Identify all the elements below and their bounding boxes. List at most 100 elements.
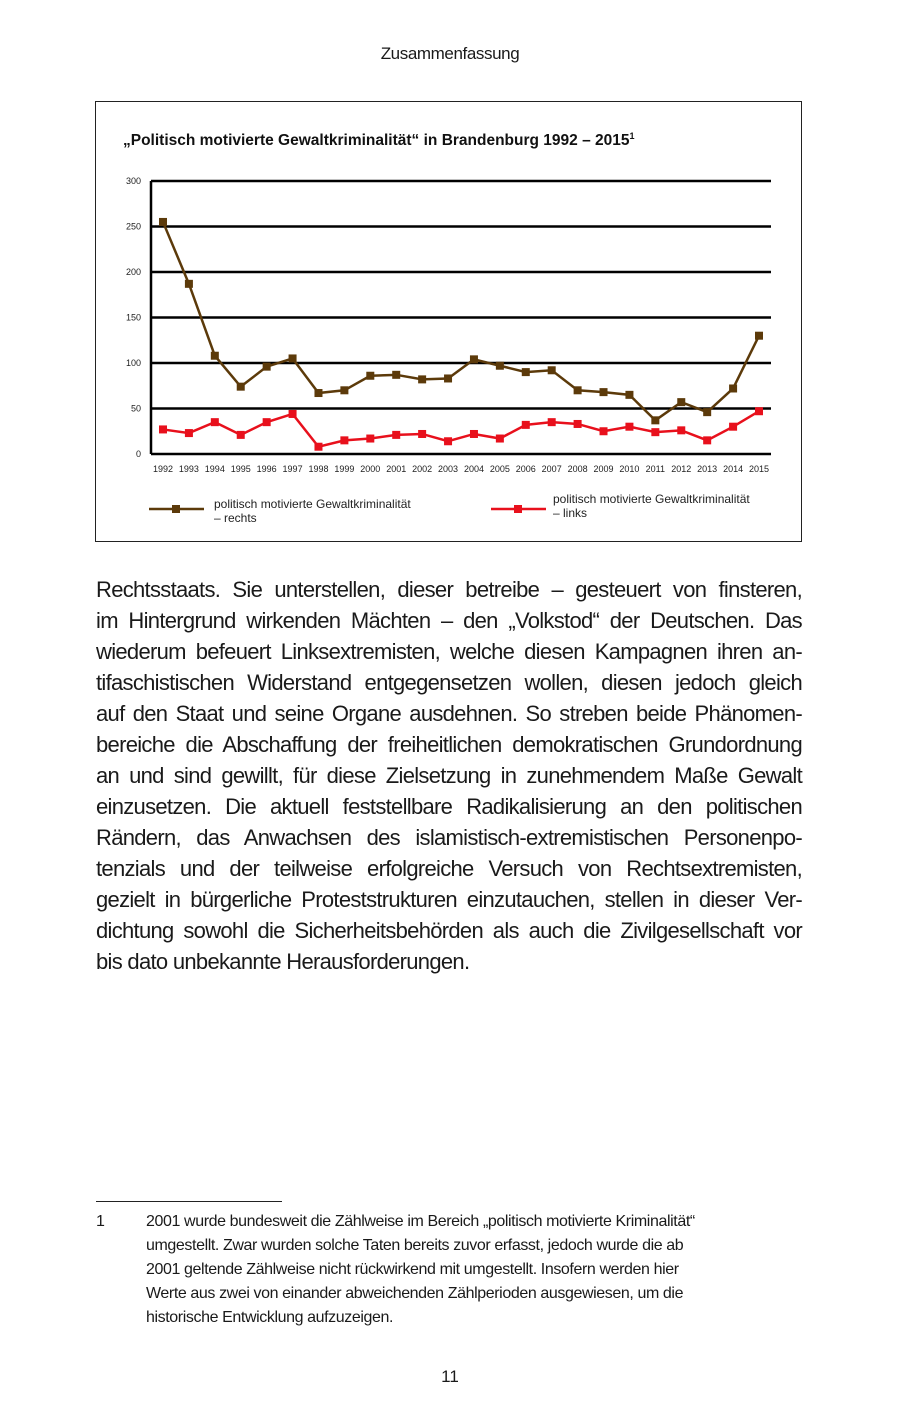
y-tick-label: 50 [131,404,141,414]
text-line: tifaschistischen Widerstand entgegensetz… [96,670,803,695]
data-point [418,429,427,438]
data-point [677,398,686,407]
y-tick-label: 250 [126,222,141,232]
text-line: bereiche die Abschaffung der freiheitlic… [96,732,803,757]
x-tick-label: 1995 [231,464,251,474]
text-line: Rechtsstaats. Sie unterstellen, dieser b… [96,577,803,602]
x-tick-label: 1994 [205,464,225,474]
text-line: bis dato unbekannte Herausforderungen. [96,949,470,974]
data-point [184,279,193,288]
data-point [677,426,686,435]
legend-marker [172,505,180,513]
data-point [444,374,453,383]
legend-label: – rechts [214,511,257,525]
data-point [392,370,401,379]
text-line: im Hintergrund wirkenden Mächten – den „… [96,608,803,633]
y-tick-label: 150 [126,313,141,323]
footnote-line: Werte aus zwei von einander abweichenden… [146,1285,684,1302]
legend-label: politisch motivierte Gewaltkriminalität [214,497,411,511]
line-chart: „Politisch motivierte Gewaltkriminalität… [123,131,771,525]
data-point [159,217,167,226]
x-tick-label: 2012 [671,464,691,474]
x-tick-label: 1996 [257,464,277,474]
data-point [495,434,504,443]
data-point [599,427,608,436]
footnote-line: 2001 geltende Zählweise nicht rückwirken… [146,1261,679,1278]
data-point [236,382,245,391]
series-line [161,221,761,422]
footnote-rule [96,1201,282,1202]
data-point [729,384,738,393]
data-point [340,436,349,445]
text-line: Rändern, das Anwachsen des islamistisch-… [96,825,803,850]
x-tick-label: 2010 [619,464,639,474]
x-tick-label: 2005 [490,464,510,474]
data-point [547,366,556,375]
x-tick-label: 2015 [749,464,769,474]
data-point [340,386,349,395]
data-point [521,368,530,377]
data-point [184,429,193,438]
text-line: wiederum befeuert Linksextremisten, welc… [96,639,803,664]
y-tick-label: 0 [136,449,141,459]
legend-label: politisch motivierte Gewaltkriminalität [553,492,750,506]
x-tick-label: 2008 [568,464,588,474]
footnote-line: umgestellt. Zwar wurden solche Taten ber… [146,1237,684,1254]
data-point [521,420,530,429]
data-point [651,416,660,425]
data-point [236,430,245,439]
data-point [314,442,323,451]
data-point [703,436,712,445]
x-tick-label: 2007 [542,464,562,474]
data-point [703,408,712,417]
footnote-number: 1 [96,1213,105,1230]
data-point [288,409,297,418]
data-point [469,429,478,438]
page-number: 11 [441,1367,459,1386]
y-tick-label: 200 [126,267,141,277]
body-paragraph: Rechtsstaats. Sie unterstellen, dieser b… [96,574,803,977]
data-point [469,355,478,364]
x-tick-label: 2004 [464,464,484,474]
x-tick-label: 2003 [438,464,458,474]
text-line: an und sind gewillt, für diese Zielsetzu… [96,763,803,788]
data-point [547,418,556,427]
x-tick-label: 1993 [179,464,199,474]
footnote-line: 2001 wurde bundesweit die Zählweise im B… [146,1213,695,1230]
x-tick-label: 1992 [153,464,173,474]
x-tick-label: 2009 [594,464,614,474]
data-point [625,390,634,399]
legend-marker [514,505,522,513]
text-line: auf den Staat und seine Organe ausdehnen… [96,701,803,726]
text-line: dichtung sowohl die Sicherheitsbehörden … [96,918,803,943]
data-point [729,422,738,431]
y-tick-label: 100 [126,358,141,368]
chart-frame: „Politisch motivierte Gewaltkriminalität… [95,101,802,542]
y-tick-label: 300 [126,176,141,186]
data-point [573,419,582,428]
x-tick-label: 1997 [283,464,303,474]
x-tick-label: 2000 [360,464,380,474]
text-line: einzusetzen. Die aktuell feststellbare R… [96,794,803,819]
data-point [210,418,219,427]
data-point [314,389,323,398]
data-point [625,422,634,431]
data-point [573,386,582,395]
x-tick-label: 2011 [646,464,665,474]
running-header: Zusammenfassung [380,44,520,63]
x-tick-label: 2001 [386,464,406,474]
footnote-text: 2001 wurde bundesweit die Zählweise im B… [146,1210,786,1330]
text-line: gezielt in bürgerliche Proteststrukturen… [96,887,803,912]
x-tick-label: 2013 [697,464,717,474]
data-point [262,418,271,427]
data-point [444,437,453,446]
x-tick-label: 1999 [334,464,354,474]
data-point [495,361,504,370]
x-tick-label: 2006 [516,464,536,474]
data-point [755,407,763,416]
x-tick-label: 2002 [412,464,432,474]
chart-title: „Politisch motivierte Gewaltkriminalität… [123,131,635,149]
data-point [392,430,401,439]
data-point [755,331,763,340]
